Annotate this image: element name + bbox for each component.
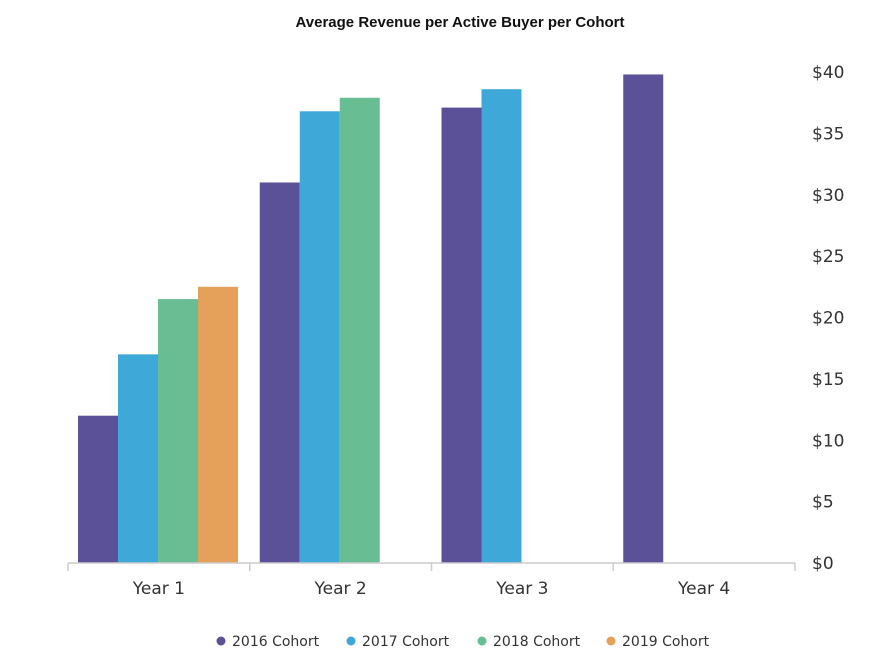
y-tick-label: $0 bbox=[812, 554, 834, 574]
y-tick-label: $10 bbox=[812, 431, 844, 451]
legend-label: 2017 Cohort bbox=[362, 634, 450, 650]
bar-year-2-2017-cohort bbox=[299, 111, 340, 563]
bar-year-2-2016-cohort bbox=[259, 182, 300, 563]
bar-year-3-2016-cohort bbox=[441, 107, 482, 563]
bars-layer bbox=[78, 74, 664, 563]
legend-label: 2018 Cohort bbox=[493, 634, 581, 650]
legend-label: 2016 Cohort bbox=[232, 634, 320, 650]
y-tick-label: $30 bbox=[812, 186, 844, 206]
x-axis: Year 1 Year 2 Year 3 Year 4 bbox=[67, 562, 796, 599]
legend-swatch bbox=[606, 636, 616, 646]
y-tick-label: $25 bbox=[812, 247, 844, 267]
x-tick-label: Year 3 bbox=[495, 579, 548, 599]
legend-swatch bbox=[216, 636, 226, 646]
legend-item-2017-cohort: 2017 Cohort bbox=[346, 634, 450, 650]
y-tick-label: $20 bbox=[812, 309, 844, 329]
legend-item-2019-cohort: 2019 Cohort bbox=[606, 634, 710, 650]
x-tick-label: Year 2 bbox=[314, 579, 367, 599]
y-tick-label: $5 bbox=[812, 493, 834, 513]
legend-item-2018-cohort: 2018 Cohort bbox=[477, 634, 581, 650]
bar-year-1-2018-cohort bbox=[158, 299, 198, 563]
bar-year-1-2017-cohort bbox=[118, 354, 158, 563]
legend: 2016 Cohort 2017 Cohort 2018 Cohort 2019 Co… bbox=[216, 634, 710, 650]
bar-year-1-2016-cohort bbox=[78, 415, 118, 563]
legend-label: 2019 Cohort bbox=[622, 634, 710, 650]
legend-swatch bbox=[477, 636, 487, 646]
y-axis: $0 $5 $10 $15 $20 $25 $30 $35 $40 bbox=[812, 63, 844, 574]
y-tick-label: $40 bbox=[812, 63, 844, 83]
y-tick-label: $35 bbox=[812, 124, 844, 144]
chart-title: Average Revenue per Active Buyer per Coh… bbox=[295, 14, 625, 31]
bar-year-1-2019-cohort bbox=[198, 286, 238, 563]
bar-year-2-2018-cohort bbox=[339, 97, 380, 563]
x-tick-label: Year 4 bbox=[677, 579, 730, 599]
bar-year-4-2016-cohort bbox=[623, 74, 664, 563]
legend-item-2016-cohort: 2016 Cohort bbox=[216, 634, 320, 650]
bar-year-3-2017-cohort bbox=[481, 89, 522, 563]
legend-swatch bbox=[346, 636, 356, 646]
x-tick-label: Year 1 bbox=[132, 579, 185, 599]
y-tick-label: $15 bbox=[812, 370, 844, 390]
